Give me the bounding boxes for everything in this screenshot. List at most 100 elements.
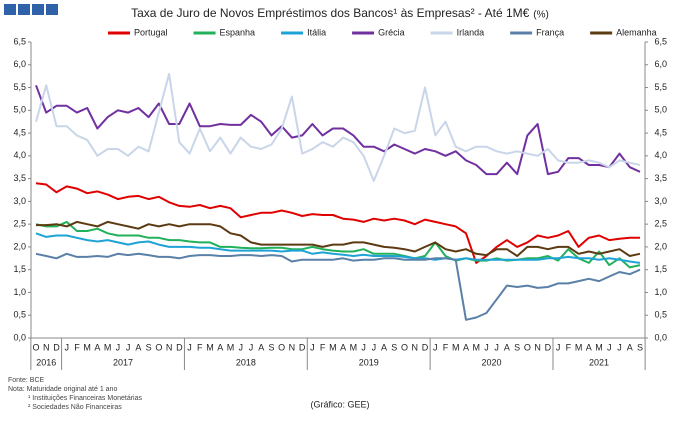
x-tick-label: J (64, 342, 69, 352)
x-tick-label: M (350, 342, 358, 352)
x-tick-label: A (381, 342, 387, 352)
x-tick-label: S (146, 342, 152, 352)
legend-label: Irlanda (457, 27, 485, 37)
x-tick-label: A (94, 342, 100, 352)
legend-label: França (536, 27, 564, 37)
x-tick-label: S (268, 342, 274, 352)
x-tick-label: A (463, 342, 469, 352)
x-tick-label: D (422, 342, 429, 352)
year-label: 2020 (482, 357, 502, 367)
x-tick-label: M (206, 342, 214, 352)
logo (4, 4, 58, 15)
chart-title: Taxa de Juro de Novos Empréstimos dos Ba… (131, 6, 529, 20)
x-tick-label: O (278, 342, 285, 352)
note: ² Sociedades Não Financeiras (28, 404, 122, 411)
note: Fonte: BCE (8, 377, 45, 384)
x-tick-label: F (443, 342, 449, 352)
note: ¹ Instituições Financeiras Monetárias (28, 395, 142, 402)
legend-label: Grécia (378, 27, 405, 37)
y-tick-label: 6,5 (13, 36, 26, 46)
x-tick-label: D (545, 342, 552, 352)
x-tick-label: J (484, 342, 489, 352)
x-tick-label: N (166, 342, 173, 352)
legend-label: Alemanha (616, 27, 657, 37)
x-tick-label: M (83, 342, 91, 352)
x-tick-label: A (627, 342, 633, 352)
x-tick-label: M (329, 342, 337, 352)
x-tick-label: O (401, 342, 408, 352)
x-tick-label: N (289, 342, 296, 352)
year-label: 2019 (359, 357, 379, 367)
y2-tick-label: 6,0 (654, 59, 667, 69)
x-tick-label: J (238, 342, 243, 352)
x-tick-label: J (433, 342, 438, 352)
x-tick-label: M (452, 342, 460, 352)
x-tick-label: A (586, 342, 592, 352)
series-line (35, 232, 641, 264)
unit: (%) (533, 10, 549, 21)
x-tick-label: M (227, 342, 235, 352)
y2-tick-label: 3,0 (654, 196, 667, 206)
x-tick-label: J (361, 342, 366, 352)
y-tick-label: 4,0 (13, 150, 26, 160)
legend-label: Espanha (220, 27, 256, 37)
x-tick-label: D (176, 342, 183, 352)
series-line (35, 220, 641, 269)
x-tick-label: D (299, 342, 306, 352)
x-tick-label: S (514, 342, 520, 352)
x-tick-label: N (412, 342, 419, 352)
x-tick-label: S (391, 342, 397, 352)
x-tick-label: A (258, 342, 264, 352)
y2-tick-label: 1,0 (654, 287, 667, 297)
year-label: 2016 (36, 357, 56, 367)
x-tick-label: F (197, 342, 203, 352)
series-line (35, 84, 641, 176)
y-tick-label: 3,5 (13, 173, 26, 183)
y-tick-label: 1,5 (13, 264, 26, 274)
y2-tick-label: 2,0 (654, 241, 667, 251)
y2-tick-label: 2,5 (654, 219, 667, 229)
x-tick-label: D (53, 342, 60, 352)
y-tick-label: 0,5 (13, 310, 26, 320)
year-label: 2018 (236, 357, 256, 367)
x-tick-label: A (340, 342, 346, 352)
y-tick-label: 3,0 (13, 196, 26, 206)
x-tick-label: M (104, 342, 112, 352)
x-tick-label: F (320, 342, 326, 352)
x-tick-label: J (249, 342, 254, 352)
x-tick-label: O (155, 342, 162, 352)
y-tick-label: 4,5 (13, 127, 26, 137)
x-tick-label: F (566, 342, 572, 352)
credit: (Gráfico: GEE) (310, 399, 369, 409)
x-tick-label: N (43, 342, 50, 352)
y2-tick-label: 0,0 (654, 332, 667, 342)
x-tick-label: J (187, 342, 192, 352)
y2-tick-label: 6,5 (654, 36, 667, 46)
y2-tick-label: 5,5 (654, 82, 667, 92)
x-tick-label: J (126, 342, 131, 352)
y-tick-label: 1,0 (13, 287, 26, 297)
x-tick-label: M (595, 342, 603, 352)
x-tick-label: O (32, 342, 39, 352)
x-tick-label: O (524, 342, 531, 352)
y-tick-label: 6,0 (13, 59, 26, 69)
x-tick-label: J (372, 342, 377, 352)
y2-tick-label: 4,0 (654, 150, 667, 160)
y-tick-label: 0,0 (13, 332, 26, 342)
x-tick-label: J (494, 342, 499, 352)
y2-tick-label: 5,0 (654, 105, 667, 115)
y2-tick-label: 1,5 (654, 264, 667, 274)
y-tick-label: 5,5 (13, 82, 26, 92)
note: Nota: Maturidade original até 1 ano (8, 386, 117, 393)
series-line (35, 72, 641, 182)
x-tick-label: M (472, 342, 480, 352)
year-label: 2017 (113, 357, 133, 367)
series-line (35, 182, 640, 264)
y2-tick-label: 3,5 (654, 173, 667, 183)
x-tick-label: M (575, 342, 583, 352)
x-tick-label: J (556, 342, 561, 352)
y2-tick-label: 0,5 (654, 310, 667, 320)
y-tick-label: 2,5 (13, 219, 26, 229)
series-line (36, 220, 641, 257)
